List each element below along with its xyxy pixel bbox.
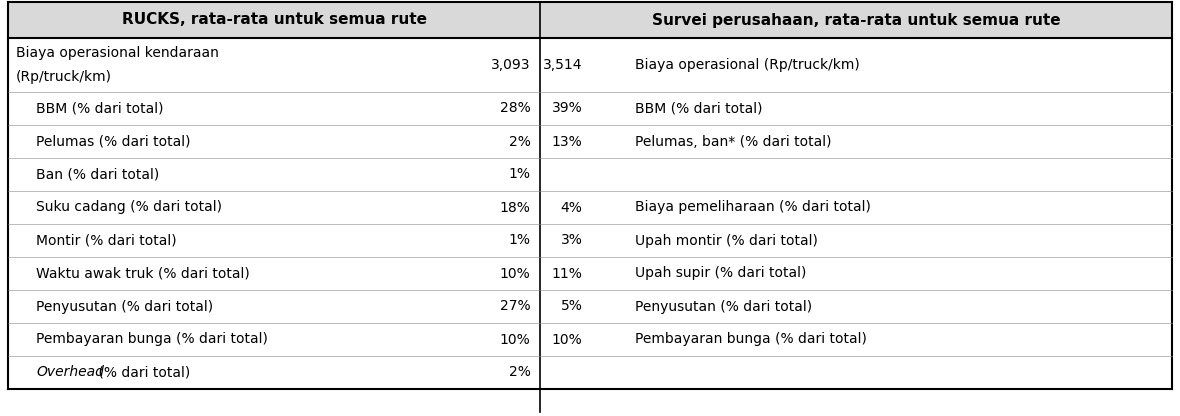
Text: Penyusutan (% dari total): Penyusutan (% dari total) [636, 300, 813, 314]
Text: 3,514: 3,514 [543, 58, 583, 72]
Text: Overhead: Overhead [37, 366, 104, 379]
Text: BBM (% dari total): BBM (% dari total) [37, 102, 164, 116]
Text: 28%: 28% [499, 102, 531, 116]
Text: 39%: 39% [552, 102, 583, 116]
Text: Pelumas, ban* (% dari total): Pelumas, ban* (% dari total) [636, 134, 832, 149]
Text: 3%: 3% [560, 233, 583, 248]
Text: 13%: 13% [552, 134, 583, 149]
Text: Biaya operasional (Rp/truck/km): Biaya operasional (Rp/truck/km) [636, 58, 860, 72]
Text: 2%: 2% [509, 366, 531, 379]
Text: Biaya operasional kendaraan: Biaya operasional kendaraan [17, 46, 218, 60]
Bar [8, 2, 1172, 38]
Text: Pembayaran bunga (% dari total): Pembayaran bunga (% dari total) [37, 332, 268, 347]
Text: Survei perusahaan, rata-rata untuk semua rute: Survei perusahaan, rata-rata untuk semua… [651, 12, 1061, 27]
Text: (% dari total): (% dari total) [94, 366, 190, 379]
Text: Pembayaran bunga (% dari total): Pembayaran bunga (% dari total) [636, 332, 867, 347]
Text: Ban (% dari total): Ban (% dari total) [37, 168, 159, 181]
Text: Biaya pemeliharaan (% dari total): Biaya pemeliharaan (% dari total) [636, 201, 871, 215]
Text: 10%: 10% [499, 332, 531, 347]
Text: Upah supir (% dari total): Upah supir (% dari total) [636, 267, 807, 280]
Text: 18%: 18% [499, 201, 531, 215]
Text: 2%: 2% [509, 134, 531, 149]
Text: RUCKS, rata-rata untuk semua rute: RUCKS, rata-rata untuk semua rute [122, 12, 427, 27]
Text: 3,093: 3,093 [491, 58, 531, 72]
Text: 4%: 4% [560, 201, 583, 215]
Text: (Rp/truck/km): (Rp/truck/km) [17, 70, 112, 84]
Text: 1%: 1% [509, 168, 531, 181]
Text: BBM (% dari total): BBM (% dari total) [636, 102, 763, 116]
Text: 1%: 1% [509, 233, 531, 248]
Text: Montir (% dari total): Montir (% dari total) [37, 233, 177, 248]
Text: Upah montir (% dari total): Upah montir (% dari total) [636, 233, 818, 248]
Text: 27%: 27% [500, 300, 531, 314]
Text: Waktu awak truk (% dari total): Waktu awak truk (% dari total) [37, 267, 250, 280]
Text: Suku cadang (% dari total): Suku cadang (% dari total) [37, 201, 222, 215]
Text: 10%: 10% [499, 267, 531, 280]
Text: Penyusutan (% dari total): Penyusutan (% dari total) [37, 300, 214, 314]
Text: Pelumas (% dari total): Pelumas (% dari total) [37, 134, 190, 149]
Text: 5%: 5% [560, 300, 583, 314]
Text: 11%: 11% [551, 267, 583, 280]
Text: 10%: 10% [552, 332, 583, 347]
